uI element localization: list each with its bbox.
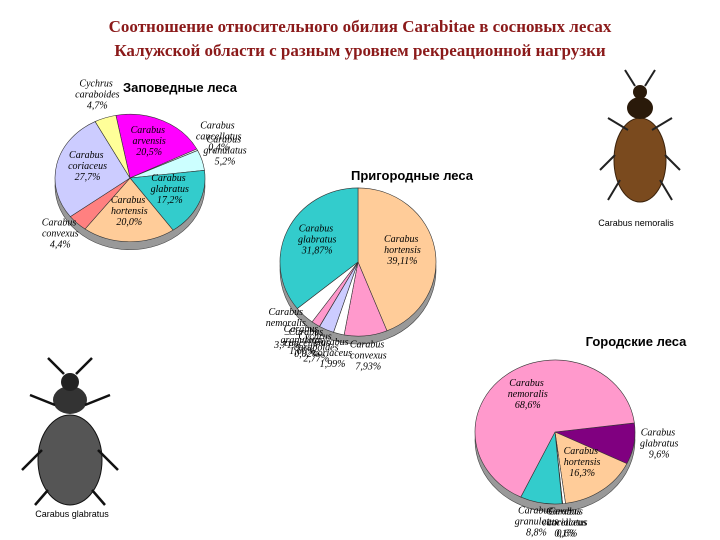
image-caption: Carabus glabratus — [35, 509, 109, 519]
pie-title: Заповедные леса — [123, 80, 238, 95]
slice-value-label: 0,02% — [294, 349, 320, 360]
slice-value-label: 1,99% — [320, 359, 346, 370]
slice-category: Carabus coriaceus — [68, 150, 107, 172]
slice-value-label: 9,6% — [649, 450, 670, 461]
pie-title: Городские леса — [586, 334, 688, 349]
slice-category: Carabus coriaceus — [313, 337, 352, 359]
slice-label: Carabus cancellatus 0,02% — [284, 327, 330, 360]
pie-slice — [84, 177, 174, 243]
slice-value-label: 2,77% — [303, 353, 329, 364]
slice-value-label: 4,4% — [50, 240, 71, 251]
slice-label: Carabus glabratus 9,6% — [640, 428, 678, 461]
slice-category: Carabus convexus — [350, 339, 387, 361]
slice-label: Carabus coriaceus 0,6% — [548, 506, 587, 539]
slide-title: Соотношение относительного обилия Carabi… — [109, 17, 612, 36]
slice-value-label: 1,60% — [289, 346, 315, 357]
slice-category: Carabus hortensis — [384, 234, 421, 256]
slice-category: Carabus coriaceus — [548, 506, 587, 528]
slice-label: Carabus cancellatus 0,4% — [196, 121, 242, 154]
slice-category: Carabus convexus — [42, 218, 79, 240]
slice-value-label: 68,6% — [515, 400, 541, 411]
slice-label: Carabus coriaceus 27,7% — [68, 150, 107, 183]
slice-value-label: 0,6% — [557, 528, 578, 539]
slice-label: Carabus glabratus 31,87% — [298, 223, 336, 256]
slice-label: Carabus granulatus 5,2% — [203, 134, 246, 167]
slice-category: Carabus hortensis — [564, 446, 601, 468]
slice-category: Carabus hortensis — [111, 195, 148, 217]
slice-value-label: 20,5% — [136, 147, 162, 158]
pie-slice — [115, 113, 198, 179]
slice-label: Cychrus caraboides 4,7% — [75, 79, 120, 112]
slide-title: Калужской области с разным уровнем рекре… — [114, 41, 606, 60]
slice-category: Carabus glabratus — [151, 173, 189, 195]
slice-label: Cychrus caraboides 2,77% — [294, 331, 339, 364]
slice-label: Carabus hortensis 39,11% — [384, 234, 421, 267]
slice-category: Carabus cancellatus — [196, 121, 242, 143]
slice-label: Carabus arvensis 20,5% — [131, 125, 168, 158]
slice-label: Carabus coriaceus 1,99% — [313, 337, 352, 370]
slice-category: Carabus granulatus — [515, 506, 558, 528]
slice-value-label: 39,11% — [386, 256, 417, 267]
pie-slice — [474, 359, 635, 498]
pie-slice — [554, 431, 628, 504]
pie-title: Пригородные леса — [351, 168, 474, 183]
slice-label: Carabus granulatus 8,8% — [515, 506, 558, 539]
slice-label: Carabus convexus 7,93% — [350, 339, 387, 372]
slice-value-label: 17,2% — [157, 195, 183, 206]
slice-category: Carabus glabratus — [640, 428, 678, 450]
slice-label: Carabus nemoralis 68,6% — [508, 378, 548, 411]
slice-label: Carabus cancellatus 0,1% — [542, 507, 588, 540]
slice-label: Carabus hortensis 16,3% — [564, 446, 601, 479]
slice-category: Carabus nemoralis – — [266, 307, 309, 340]
slice-value-label: 3,71% — [273, 340, 300, 351]
slice-value-label: 27,7% — [75, 172, 101, 183]
slice-category: Carabus granulatus — [280, 324, 323, 346]
slice-value-label: 7,93% — [355, 361, 381, 372]
slice-category: Carabus arvensis — [131, 125, 168, 147]
slice-label: Carabus nemoralis –3,71% — [266, 307, 309, 351]
slice-category: Carabus glabratus — [298, 223, 336, 245]
slice-category: Cychrus caraboides — [75, 79, 120, 101]
beetle-image — [599, 69, 681, 203]
slice-label: Carabus granulatus 1,60% — [280, 324, 323, 357]
slice-value-label: 0,4% — [208, 143, 229, 154]
slice-label: Carabus convexus 4,4% — [42, 218, 79, 251]
pie-slice — [129, 169, 206, 231]
slice-value-label: 20,0% — [116, 217, 142, 228]
slice-value-label: 8,8% — [526, 528, 547, 539]
pie-slice — [357, 187, 437, 332]
slice-category: Carabus cancellatus — [542, 507, 588, 529]
slice-label: Carabus hortensis 20,0% — [111, 195, 148, 228]
slice-value-label: 4,7% — [87, 101, 108, 112]
slice-category: Cychrus caraboides — [294, 331, 339, 353]
slice-category: Carabus nemoralis — [508, 378, 548, 400]
slice-value-label: 5,2% — [215, 156, 236, 167]
pie-slice — [54, 121, 131, 218]
slice-label: Carabus glabratus 17,2% — [151, 173, 189, 206]
beetle-image — [21, 357, 119, 506]
slice-value-label: 31,87% — [301, 245, 333, 256]
image-caption: Carabus nemoralis — [598, 218, 674, 228]
pie-slice — [94, 115, 131, 179]
slice-value-label: 0,1% — [554, 529, 575, 540]
slice-category: Carabus granulatus — [203, 134, 246, 156]
pie-slice — [279, 187, 359, 309]
slice-value-label: 16,3% — [569, 468, 595, 479]
slice-category: Carabus cancellatus — [284, 327, 330, 349]
